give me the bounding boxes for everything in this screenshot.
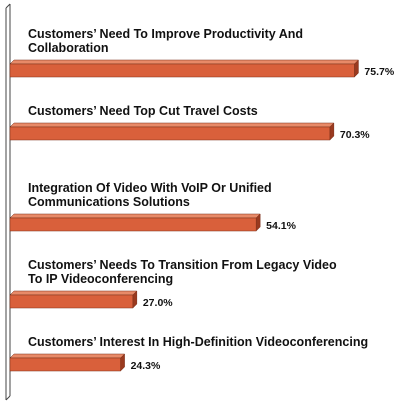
bar-top-face: [9, 290, 138, 296]
bars-layer: [9, 59, 360, 372]
bar-top-face: [9, 122, 335, 128]
category-label: Customers’ Needs To Transition From Lega…: [28, 258, 337, 286]
category-label-line: Integration Of Video With VoIP Or Unifie…: [28, 181, 272, 195]
value-label: 24.3%: [131, 360, 161, 372]
category-label: Integration Of Video With VoIP Or Unifie…: [28, 181, 272, 209]
bar: [9, 63, 355, 78]
bar: [9, 357, 121, 372]
category-label-line: Customers’ Needs To Transition From Lega…: [28, 258, 337, 272]
value-label: 27.0%: [143, 297, 173, 309]
bar: [9, 294, 134, 309]
category-label-line: Collaboration: [28, 41, 109, 55]
category-label: Customers’ Need Top Cut Travel Costs: [28, 104, 258, 118]
category-label-line: Customers’ Interest In High-Definition V…: [28, 335, 368, 349]
category-label: Customers’ Interest In High-Definition V…: [28, 335, 368, 349]
bar: [9, 217, 257, 232]
category-label-line: Communications Solutions: [28, 195, 190, 209]
axis-cap-bottom: [5, 395, 11, 401]
labels-layer: Customers’ Need To Improve Productivity …: [28, 27, 395, 372]
value-label: 75.7%: [364, 66, 394, 78]
bar-top-face: [9, 213, 261, 219]
axis-layer: [5, 3, 11, 401]
value-label: 54.1%: [266, 220, 296, 232]
bar-top-face: [9, 59, 360, 65]
category-label-line: Customers’ Need Top Cut Travel Costs: [28, 104, 258, 118]
bar-top-face: [9, 353, 126, 359]
bar: [9, 126, 331, 141]
value-label: 70.3%: [340, 129, 370, 141]
axis-cap-top: [5, 3, 11, 9]
category-label-line: Customers’ Need To Improve Productivity …: [28, 27, 303, 41]
category-label-line: To IP Videoconferencing: [28, 272, 173, 286]
category-label: Customers’ Need To Improve Productivity …: [28, 27, 303, 55]
